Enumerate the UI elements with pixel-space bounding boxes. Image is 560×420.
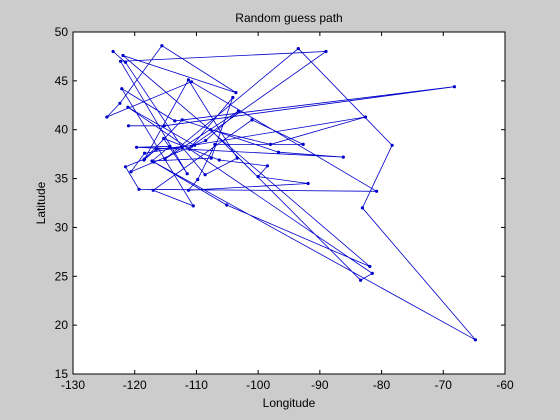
y-tick-label: 30 bbox=[55, 220, 69, 234]
data-point bbox=[209, 128, 213, 132]
data-point bbox=[185, 172, 189, 176]
y-tick-label: 40 bbox=[55, 123, 69, 137]
data-point bbox=[162, 124, 166, 128]
data-point bbox=[209, 156, 213, 160]
data-point bbox=[123, 165, 128, 169]
data-point bbox=[189, 80, 194, 84]
x-tick-label: -110 bbox=[185, 378, 208, 392]
x-tick-label: -130 bbox=[61, 378, 85, 392]
data-point bbox=[268, 142, 273, 146]
data-point bbox=[390, 143, 394, 147]
data-point bbox=[306, 181, 310, 186]
data-point bbox=[168, 144, 172, 148]
data-point bbox=[213, 142, 217, 146]
data-point bbox=[473, 338, 477, 342]
axes-frame bbox=[72, 31, 506, 375]
data-point bbox=[163, 157, 167, 161]
data-point bbox=[121, 53, 125, 58]
data-point bbox=[204, 138, 208, 143]
data-point bbox=[126, 124, 131, 128]
data-point bbox=[363, 115, 368, 119]
data-point bbox=[196, 177, 200, 182]
data-point bbox=[105, 115, 109, 119]
data-point bbox=[162, 136, 166, 141]
data-point bbox=[231, 95, 235, 100]
data-point bbox=[250, 118, 254, 122]
data-point bbox=[235, 156, 239, 160]
data-point bbox=[118, 101, 122, 105]
data-point bbox=[225, 203, 229, 207]
data-point bbox=[203, 173, 207, 177]
data-point bbox=[236, 109, 240, 113]
data-point bbox=[256, 175, 260, 179]
data-point bbox=[129, 170, 133, 174]
data-point bbox=[359, 278, 363, 282]
data-point bbox=[180, 145, 184, 149]
x-axis-label: Longitude bbox=[263, 396, 316, 410]
data-point bbox=[180, 118, 184, 122]
data-point bbox=[150, 159, 154, 163]
data-point bbox=[160, 44, 164, 48]
data-point bbox=[137, 187, 141, 191]
data-point bbox=[265, 164, 269, 168]
x-tick-label: -100 bbox=[246, 378, 270, 392]
data-point bbox=[324, 49, 328, 54]
x-tick-label: -120 bbox=[123, 378, 147, 392]
data-point bbox=[135, 145, 139, 149]
y-tick-label: 20 bbox=[55, 318, 69, 332]
data-point bbox=[375, 189, 379, 193]
data-point bbox=[370, 271, 374, 275]
data-point bbox=[143, 157, 147, 161]
x-tick-label: -70 bbox=[435, 378, 453, 392]
data-point bbox=[118, 59, 123, 63]
data-point bbox=[123, 60, 128, 64]
data-point bbox=[154, 147, 158, 151]
data-point bbox=[193, 143, 197, 147]
data-point bbox=[120, 87, 124, 91]
y-tick-label: 25 bbox=[55, 269, 69, 283]
axes-background bbox=[73, 32, 505, 374]
data-point bbox=[341, 155, 345, 159]
data-point bbox=[173, 119, 177, 123]
y-tick-label: 45 bbox=[55, 74, 69, 88]
data-point bbox=[452, 85, 456, 89]
chart-title: Random guess path bbox=[235, 11, 342, 25]
data-point bbox=[217, 158, 221, 162]
y-tick-label: 15 bbox=[55, 367, 69, 381]
data-point bbox=[186, 188, 190, 192]
data-point bbox=[368, 264, 372, 269]
ticks-layer: -130 -120 -110 -100 -90 -80 -70 -60 15 20 25 30 35 40… bbox=[55, 25, 514, 392]
data-point bbox=[234, 91, 238, 95]
data-point bbox=[301, 142, 305, 146]
data-point bbox=[191, 204, 195, 208]
data-point bbox=[126, 105, 130, 109]
y-tick-label: 35 bbox=[55, 172, 69, 186]
x-tick-label: -90 bbox=[311, 378, 329, 392]
data-point bbox=[189, 144, 194, 148]
y-tick-label: 50 bbox=[55, 25, 69, 39]
data-point bbox=[296, 47, 300, 51]
data-point bbox=[276, 150, 281, 154]
y-axis-label: Latitude bbox=[34, 181, 48, 224]
data-point bbox=[111, 49, 115, 54]
data-point bbox=[360, 206, 364, 210]
data-point bbox=[188, 147, 192, 151]
data-point bbox=[186, 78, 190, 82]
data-point bbox=[143, 151, 147, 155]
x-tick-label: -60 bbox=[496, 378, 514, 392]
data-point bbox=[151, 188, 155, 192]
x-tick-label: -80 bbox=[373, 378, 391, 392]
plot-layer bbox=[105, 44, 477, 342]
